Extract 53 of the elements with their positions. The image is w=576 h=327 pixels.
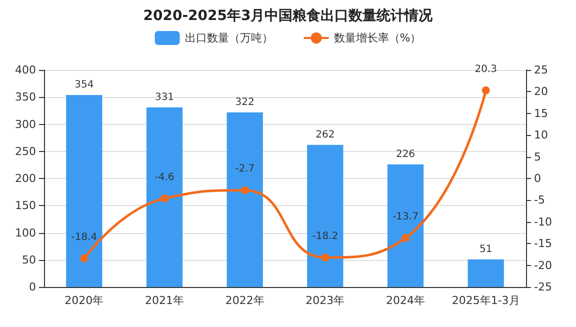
- data-label: -13.7: [392, 211, 418, 222]
- y2-tick-label: -20: [534, 258, 552, 272]
- y-tick-label: 300: [15, 118, 36, 131]
- data-label: -2.7: [235, 164, 255, 175]
- y2-tick-label: 15: [534, 106, 548, 120]
- data-label: 20.3: [474, 64, 497, 75]
- y2-tick-label: 20: [534, 85, 548, 98]
- y2-tick-label: -5: [534, 194, 545, 207]
- point: [321, 253, 330, 262]
- y-tick-label: 150: [15, 199, 36, 212]
- data-label: 354: [74, 79, 94, 90]
- bar: [387, 164, 424, 287]
- y-tick-label: 250: [15, 144, 36, 158]
- data-label: -18.2: [312, 230, 338, 242]
- data-label: 331: [154, 92, 174, 103]
- point: [80, 254, 88, 262]
- y-tick-label: 400: [15, 64, 36, 76]
- legend-label: 数量增长率（%）: [334, 32, 422, 44]
- chart-title: 2020-2025年3月中国粮食出口数量统计情况: [143, 7, 434, 24]
- y-tick-label: 0: [29, 280, 36, 294]
- y2-tick-label: -25: [534, 280, 552, 294]
- y-tick-label: 100: [15, 226, 36, 240]
- data-label: 226: [396, 148, 416, 160]
- y2-tick-label: 0: [534, 172, 541, 185]
- point: [402, 234, 410, 242]
- data-label: -4.6: [154, 172, 174, 183]
- data-label: 322: [235, 96, 254, 108]
- y2-tick-label: 10: [534, 128, 548, 142]
- bar: [226, 112, 263, 287]
- y2-tick-label: 25: [534, 64, 548, 76]
- y2-tick-label: -10: [534, 215, 552, 228]
- legend-label: 出口数量（万吨）: [184, 32, 273, 44]
- y-tick-label: 50: [22, 253, 36, 266]
- y-tick-label: 200: [15, 172, 36, 185]
- x-tick-label: 2020年: [64, 294, 104, 307]
- point: [240, 186, 249, 194]
- x-tick-label: 2022年: [225, 294, 264, 307]
- y2-tick-label: 5: [534, 150, 541, 164]
- bar: [66, 94, 102, 287]
- data-label: 51: [479, 244, 492, 255]
- x-tick-label: 2023年: [306, 294, 345, 307]
- data-label: -18.4: [71, 232, 98, 243]
- x-tick-label: 2024年: [386, 294, 425, 307]
- x-tick-label: 2021年: [145, 294, 184, 307]
- data-label: 262: [316, 129, 335, 140]
- point: [160, 194, 168, 202]
- bar: [307, 144, 344, 287]
- point: [482, 86, 490, 94]
- bar: [146, 107, 183, 287]
- x-tick-label: 2025年1-3月: [452, 294, 520, 307]
- bar: [468, 259, 504, 287]
- y2-tick-label: -15: [534, 237, 552, 250]
- y-tick-label: 350: [15, 90, 36, 104]
